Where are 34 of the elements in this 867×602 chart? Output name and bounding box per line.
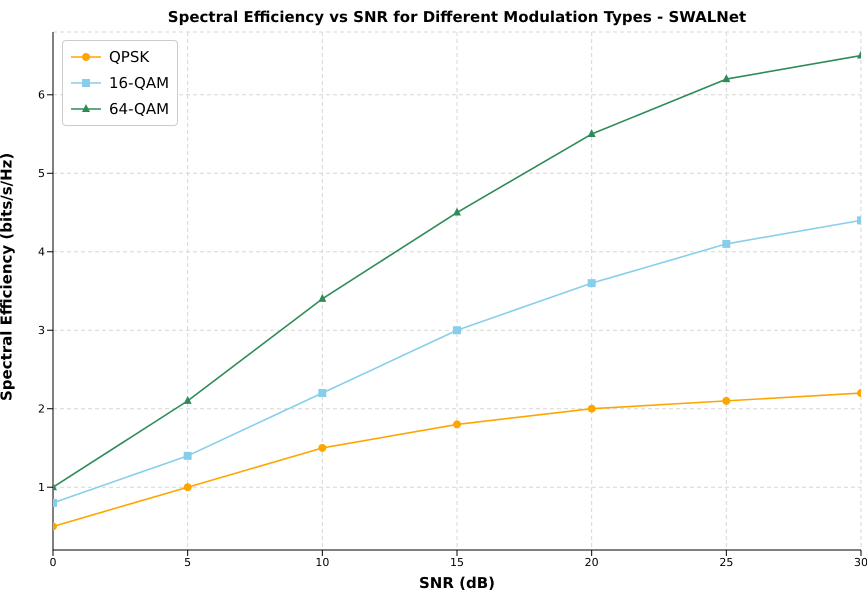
x-tick-label: 15 (450, 556, 464, 569)
point (318, 444, 326, 452)
x-tick-label: 10 (315, 556, 330, 569)
x-tick-label: 0 (50, 556, 56, 569)
point (588, 129, 596, 138)
point (184, 483, 192, 492)
y-tick-label: 1 (38, 481, 45, 494)
legend-label: 64-QAM (109, 100, 170, 118)
legend-label: QPSK (109, 48, 150, 66)
x-tick-label: 20 (584, 556, 599, 569)
y-tick-label: 3 (38, 324, 45, 338)
point (318, 389, 326, 398)
point (453, 326, 461, 334)
legend-label: 16-QAM (109, 74, 170, 92)
point (184, 396, 192, 404)
x-tick-label: 30 (854, 556, 867, 569)
x-tick-label: 5 (184, 556, 192, 569)
point (184, 452, 192, 460)
y-tick-label: 5 (38, 167, 45, 180)
chart-title: Spectral Efficiency vs SNR for Different Modulation Types - SWALNet (166, 8, 748, 26)
point (722, 74, 730, 82)
y-axis-title: Spectral Efficiency (bits/s/Hz) (0, 152, 16, 401)
point (722, 396, 730, 405)
point (722, 240, 730, 248)
point (453, 420, 461, 428)
point (588, 279, 596, 288)
point (453, 208, 461, 216)
x-tick-label: 25 (719, 556, 734, 569)
point (318, 294, 326, 302)
y-tick-label: 6 (38, 88, 45, 102)
y-tick-label: 4 (38, 246, 45, 259)
point (588, 404, 596, 413)
y-tick-label: 2 (38, 402, 45, 416)
x-axis-title: SNR (dB) (418, 574, 496, 592)
